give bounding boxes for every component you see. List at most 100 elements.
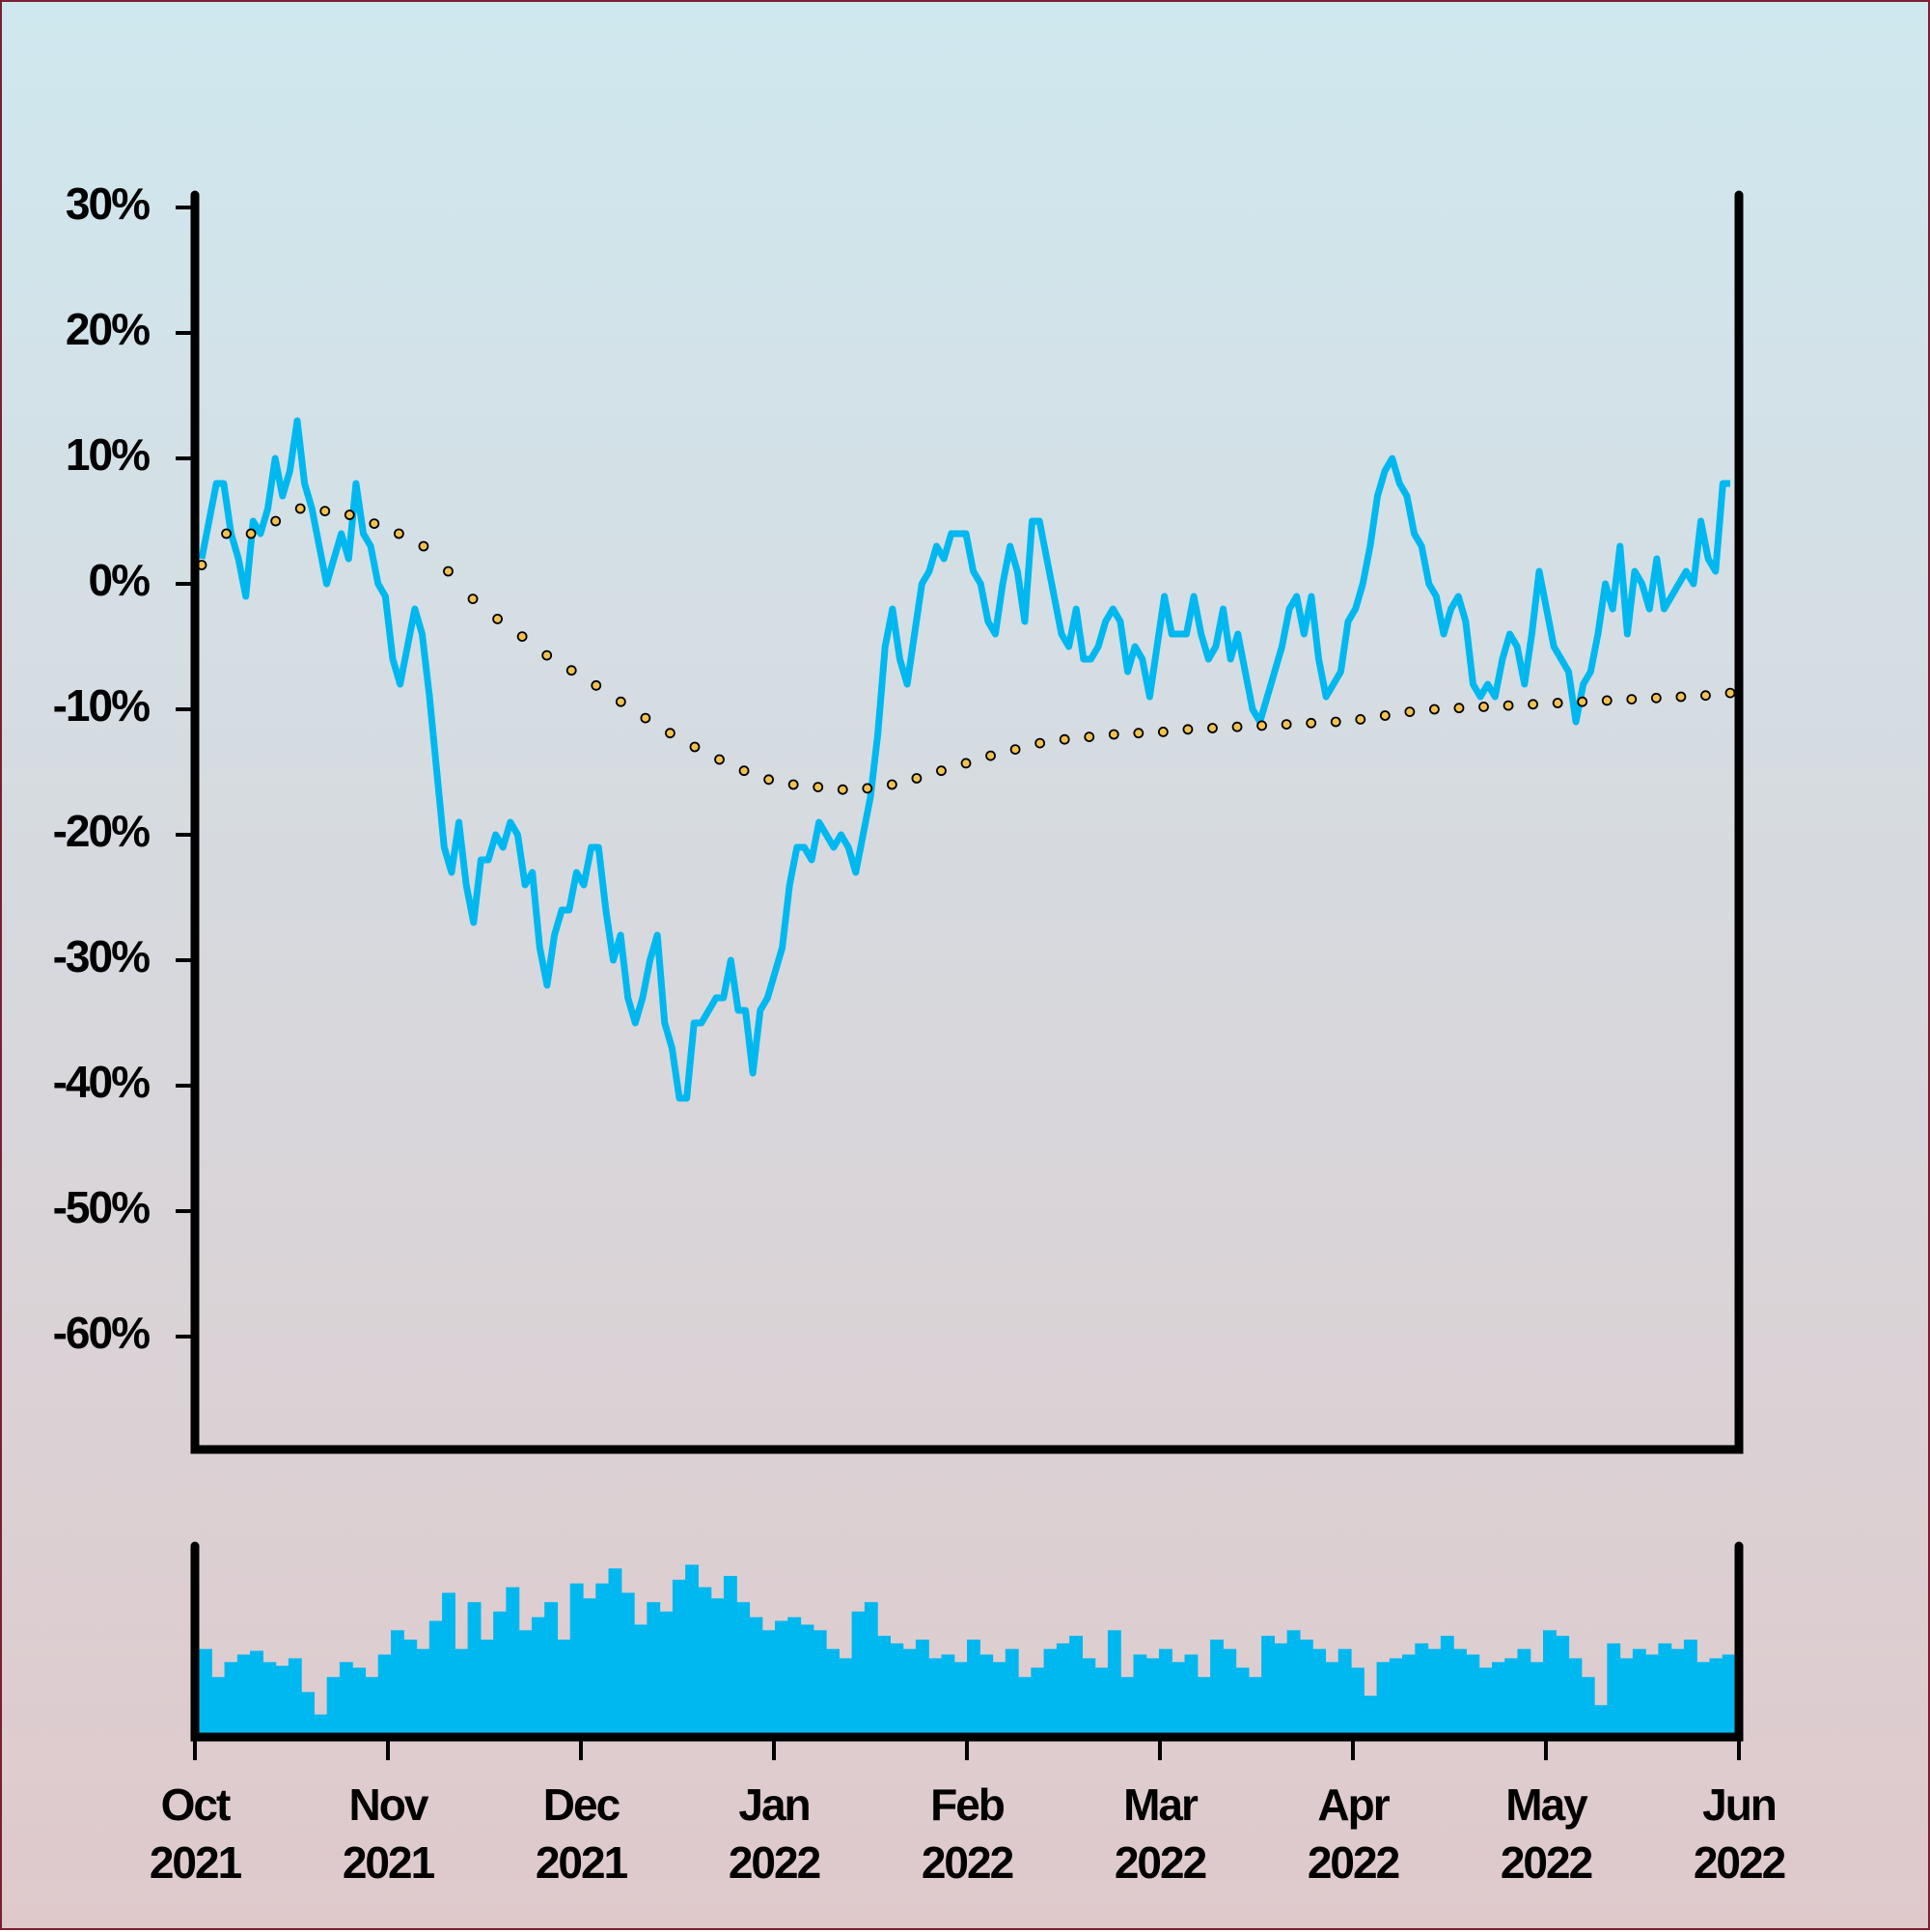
average-dot xyxy=(665,728,676,739)
volume-bar xyxy=(1145,1658,1160,1733)
volume-bar xyxy=(672,1579,686,1733)
volume-bar xyxy=(480,1640,494,1733)
average-dot xyxy=(245,528,257,539)
volume-bar xyxy=(1312,1648,1327,1733)
volume-bar xyxy=(224,1662,238,1733)
y-tick-label: 0% xyxy=(89,555,151,605)
average-dot xyxy=(270,515,282,527)
volume-bar xyxy=(1683,1640,1697,1733)
x-tick-label: Feb 2022 xyxy=(921,1780,1014,1888)
volume-bar xyxy=(1594,1704,1608,1733)
average-dot xyxy=(1231,721,1243,732)
volume-bar xyxy=(1670,1648,1685,1733)
volume-bar xyxy=(1530,1662,1544,1733)
average-dot xyxy=(1182,724,1194,735)
average-dot xyxy=(1675,691,1687,703)
volume-bar xyxy=(710,1598,725,1733)
average-dot xyxy=(714,754,725,765)
volume-bar xyxy=(1005,1648,1019,1733)
average-dot xyxy=(1281,719,1292,730)
volume-bar xyxy=(1274,1642,1288,1733)
volume-bar xyxy=(1453,1648,1467,1733)
volume-bar xyxy=(839,1658,853,1733)
volume-bar xyxy=(1722,1654,1736,1733)
average-dot xyxy=(1601,695,1613,706)
volume-bar xyxy=(1261,1636,1275,1733)
volume-bar xyxy=(518,1630,533,1733)
x-tick-label: Jun 2022 xyxy=(1693,1780,1786,1888)
average-dot xyxy=(985,750,996,761)
volume-bar xyxy=(1619,1658,1634,1733)
volume-bar xyxy=(1466,1654,1480,1733)
volume-bar xyxy=(250,1650,263,1733)
volume-bar xyxy=(979,1654,994,1733)
volume-bar xyxy=(583,1598,596,1733)
volume-bar xyxy=(531,1616,545,1733)
average-dot xyxy=(565,665,577,676)
volume-bar xyxy=(442,1592,455,1733)
average-dot xyxy=(1207,723,1218,733)
x-tick-label: Nov 2021 xyxy=(342,1780,435,1888)
average-dot xyxy=(615,696,626,707)
y-tick-label: 30% xyxy=(66,179,150,229)
volume-bar xyxy=(1556,1636,1570,1733)
volume-bar xyxy=(544,1602,559,1733)
y-tick-label: -50% xyxy=(53,1182,150,1232)
volume-bar xyxy=(416,1648,430,1733)
volume-bar xyxy=(1210,1640,1224,1733)
volume-bar xyxy=(1440,1636,1454,1733)
volume-bar xyxy=(1248,1676,1262,1733)
average-dot xyxy=(1379,710,1391,721)
volume-bar xyxy=(928,1658,943,1733)
volume-bar xyxy=(1094,1668,1109,1733)
volume-bar xyxy=(902,1648,917,1733)
average-dot xyxy=(1009,744,1021,755)
volume-bar xyxy=(826,1648,840,1733)
volume-bar xyxy=(1223,1648,1237,1733)
x-tick-label: May 2022 xyxy=(1500,1780,1593,1888)
average-dot xyxy=(369,518,380,529)
average-dot xyxy=(1528,699,1539,710)
y-tick-label: -10% xyxy=(53,680,150,731)
average-dot xyxy=(837,784,848,795)
volume-bar xyxy=(1543,1630,1557,1733)
average-dot xyxy=(1404,706,1416,717)
volume-bar xyxy=(1517,1648,1531,1733)
volume-bar xyxy=(506,1587,520,1733)
average-dot xyxy=(1355,714,1366,725)
average-dot xyxy=(787,779,799,790)
volume-bar xyxy=(288,1658,302,1733)
average-dot xyxy=(911,773,923,784)
volume-bar xyxy=(236,1654,251,1733)
volume-bar xyxy=(685,1564,699,1733)
volume-bar xyxy=(1056,1642,1070,1733)
average-dot xyxy=(319,506,331,516)
volume-bar xyxy=(326,1676,341,1733)
y-tick-label: 20% xyxy=(66,304,150,354)
x-tick-label: Dec 2021 xyxy=(535,1780,628,1888)
volume-bar xyxy=(851,1611,866,1733)
volume-bar xyxy=(967,1640,980,1733)
volume-bar xyxy=(1491,1662,1505,1733)
volume-bar xyxy=(736,1602,751,1733)
volume-bar xyxy=(403,1640,418,1733)
volume-bar xyxy=(775,1620,788,1733)
average-dot xyxy=(492,614,503,624)
volume-bar xyxy=(1286,1630,1301,1733)
average-dot xyxy=(1034,737,1046,749)
volume-bar xyxy=(1120,1676,1135,1733)
average-dot xyxy=(1059,733,1070,745)
volume-bar xyxy=(1415,1642,1429,1733)
average-dot xyxy=(738,765,750,777)
average-dot xyxy=(1429,704,1440,715)
volume-bar xyxy=(659,1611,674,1733)
volume-bar xyxy=(1709,1658,1723,1733)
volume-bar xyxy=(1031,1668,1045,1733)
volume-bar xyxy=(467,1602,482,1733)
volume-bar xyxy=(352,1668,367,1733)
y-tick-label: -20% xyxy=(53,806,150,856)
average-dot xyxy=(763,774,775,786)
volume-bar xyxy=(1159,1648,1172,1733)
average-dot xyxy=(1084,731,1095,742)
